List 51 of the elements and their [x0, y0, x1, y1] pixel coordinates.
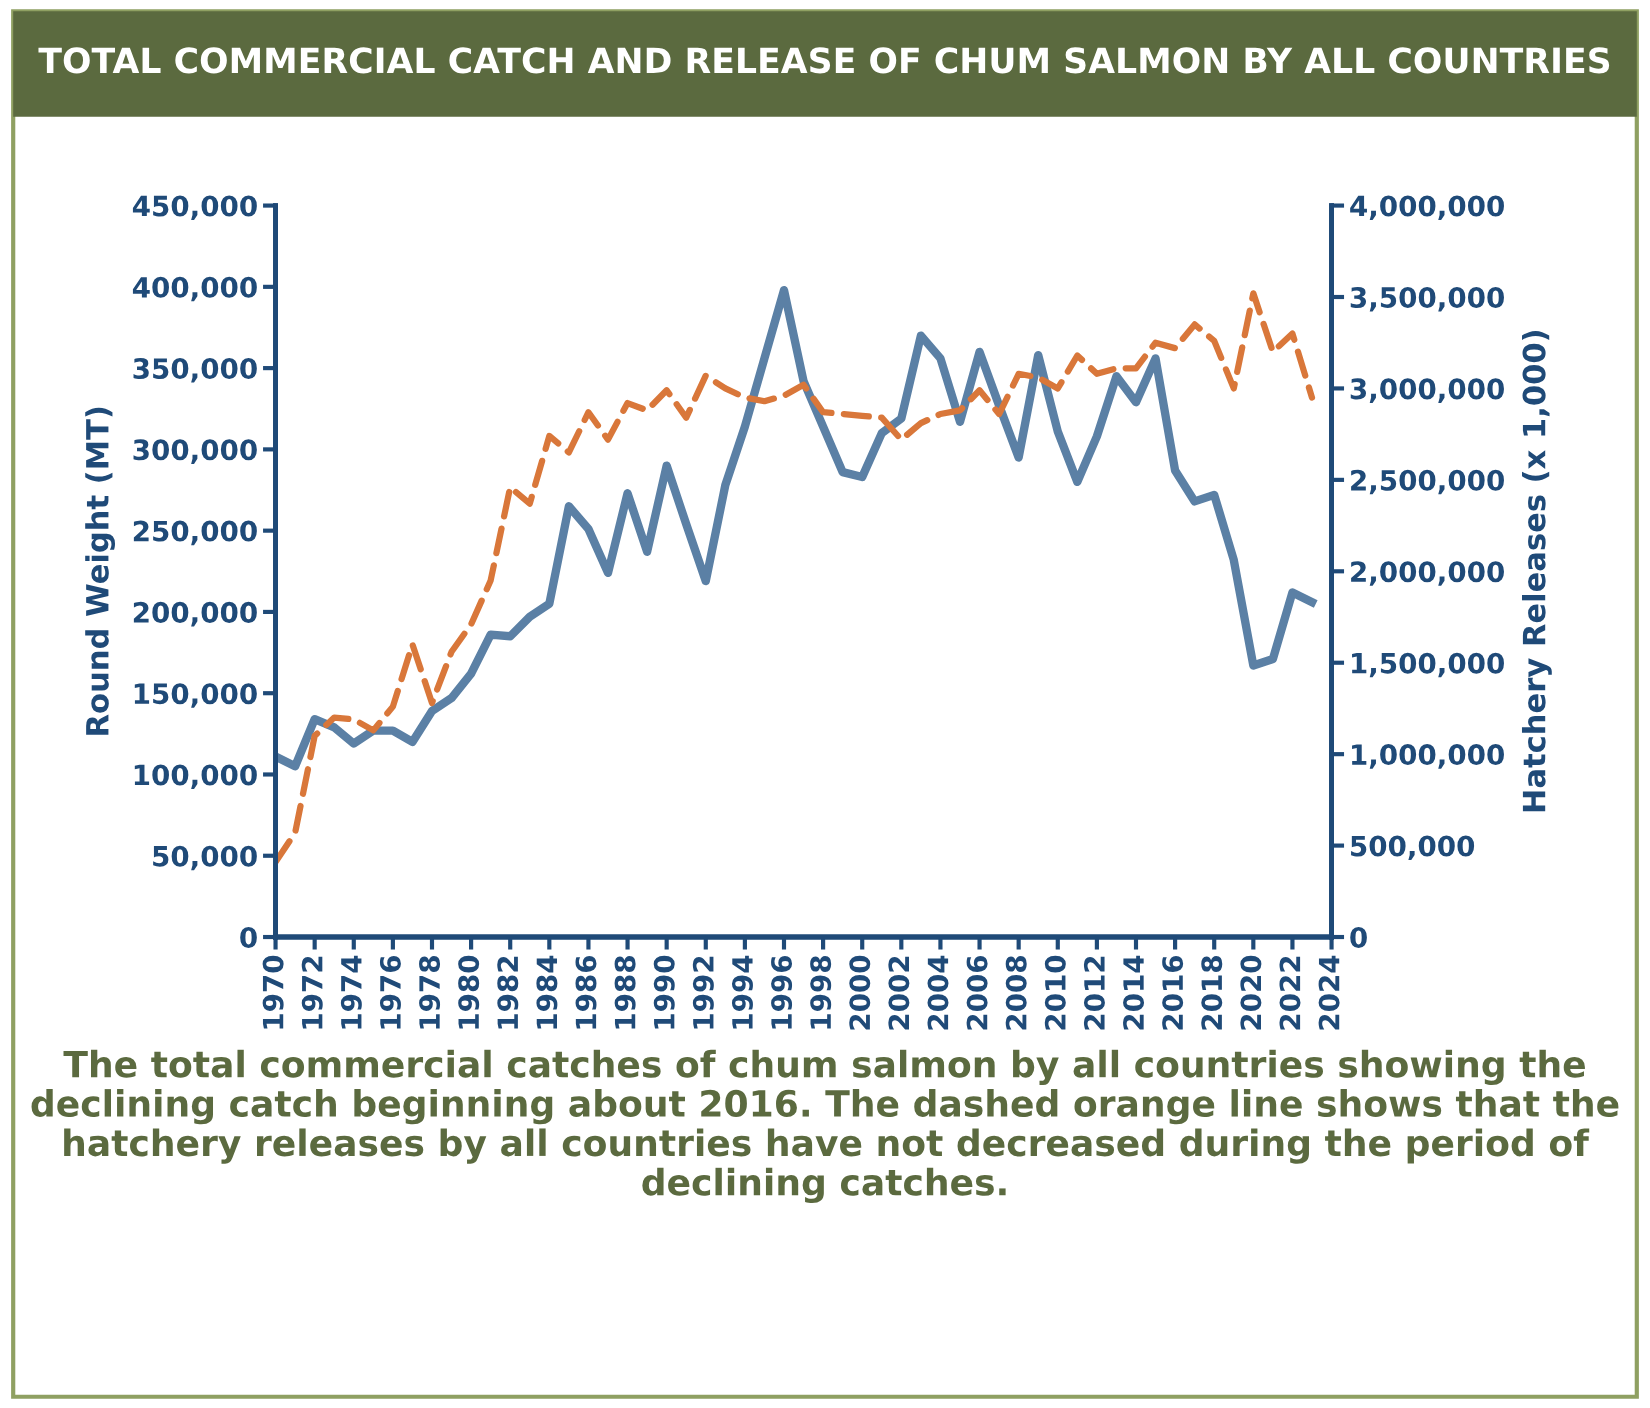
y2-tick-label: 3,500,000 — [1350, 286, 1504, 312]
y-tick-label: 50,000 — [153, 845, 257, 871]
y-tick-label: 100,000 — [134, 764, 257, 789]
x-tick-label: 1980 — [458, 955, 480, 1029]
text: The total commercial catches of chum salmon by all countries showing the declining catch beginning about 2016. The dashed orange line shows that the hatchery releases by all countries have not decreased during the period of declining catches. — [31, 1049, 1619, 1204]
y-tick-label: 200,000 — [133, 601, 257, 627]
y2-tick-label: 3,000,000 — [1350, 378, 1504, 403]
x-tick-label: 1972 — [301, 956, 323, 1029]
x-tick-label: 1988 — [614, 956, 636, 1029]
y-tick-label: 250,000 — [133, 520, 257, 546]
y-tick-label: 400,000 — [132, 276, 257, 302]
chart-title: TOTAL COMMERCIAL CATCH AND RELEASE OF CHUM SALMON BY ALL COUNTRIES — [38, 47, 1610, 74]
x-tick-label: 1992 — [692, 956, 714, 1029]
x-tick-label: 1990 — [653, 955, 675, 1029]
x-tick-label: 2012 — [1083, 956, 1105, 1030]
x-tick-label: 1976 — [379, 955, 401, 1029]
x-tick-label: 1982 — [497, 956, 519, 1029]
x-tick-label: 2016 — [1162, 955, 1184, 1030]
x-tick-label: 2008 — [1005, 956, 1027, 1030]
x-tick-label: 1996 — [771, 955, 793, 1029]
x-tick-label: 2014 — [1123, 955, 1145, 1030]
y-tick-label: 150,000 — [134, 683, 257, 708]
x-tick-label: 2002 — [888, 956, 910, 1030]
x-tick-label: 2018 — [1201, 956, 1223, 1030]
x-tick-label: 1998 — [810, 956, 832, 1029]
y2-tick-label: 1,000,000 — [1352, 744, 1504, 769]
x-tick-label: 1984 — [536, 955, 558, 1029]
x-tick-label: 2010 — [1044, 955, 1066, 1030]
x-tick-label: 1986 — [575, 955, 597, 1029]
x-tick-label: 2022 — [1279, 956, 1301, 1030]
y2-tick-label: 2,000,000 — [1351, 561, 1504, 586]
x-tick-label: 2004 — [927, 955, 949, 1030]
y2-tick-label: 0 — [1350, 926, 1367, 948]
y2-axis-title: Hatchery Releases (x 1,000) — [1521, 331, 1552, 812]
x-tick-label: 1970 — [262, 955, 284, 1029]
x-tick-label: 2024 — [1318, 955, 1340, 1030]
y-tick-label: 300,000 — [133, 439, 257, 464]
x-tick-label: 1994 — [731, 955, 753, 1029]
y-tick-label: 0 — [240, 926, 257, 948]
y-tick-label: 450,000 — [132, 195, 257, 221]
x-tick-label: 2000 — [849, 955, 871, 1030]
x-tick-label: 1974 — [340, 955, 362, 1029]
y2-tick-label: 4,000,000 — [1350, 195, 1504, 221]
y-axis-title: Round Weight (MT) — [85, 407, 116, 735]
y2-tick-label: 500,000 — [1351, 835, 1475, 861]
y-tick-label: 350,000 — [133, 358, 257, 383]
x-tick-label: 2020 — [1240, 955, 1262, 1030]
y2-tick-label: 1,500,000 — [1352, 652, 1504, 678]
x-tick-label: 2006 — [966, 955, 988, 1030]
x-tick-label: 1978 — [419, 956, 441, 1029]
y2-tick-label: 2,500,000 — [1351, 469, 1504, 495]
